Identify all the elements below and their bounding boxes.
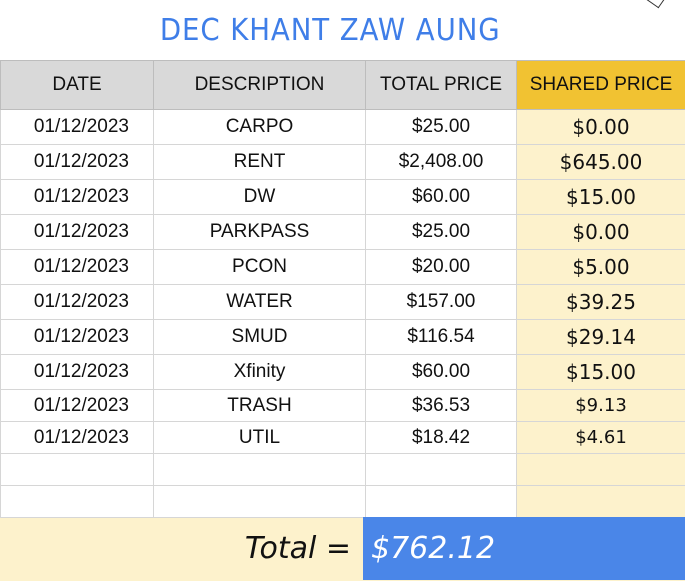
shared-price-cell[interactable]: $0.00 (517, 215, 685, 250)
empty-row (1, 486, 685, 518)
description-cell[interactable]: RENT (154, 145, 366, 180)
total-price-cell[interactable]: $25.00 (366, 215, 517, 250)
total-price-cell[interactable]: $60.00 (366, 355, 517, 390)
header-total-price[interactable]: TOTAL PRICE (366, 61, 517, 110)
total-price-cell[interactable] (366, 486, 517, 518)
date-cell[interactable]: 01/12/2023 (1, 285, 154, 320)
total-price-cell[interactable]: $116.54 (366, 320, 517, 355)
description-cell[interactable]: Xfinity (154, 355, 366, 390)
total-price-cell[interactable]: $157.00 (366, 285, 517, 320)
corner-check-icon (646, 0, 665, 8)
date-cell[interactable]: 01/12/2023 (1, 180, 154, 215)
total-price-cell[interactable]: $2,408.00 (366, 145, 517, 180)
total-price-cell[interactable]: $25.00 (366, 110, 517, 145)
header-shared-price[interactable]: SHARED PRICE (517, 61, 685, 110)
description-cell[interactable] (154, 454, 366, 486)
total-price-cell[interactable] (366, 454, 517, 486)
shared-price-cell[interactable]: $15.00 (517, 180, 685, 215)
date-cell[interactable]: 01/12/2023 (1, 145, 154, 180)
description-cell[interactable]: DW (154, 180, 366, 215)
title-row[interactable]: DEC KHANT ZAW AUNG (0, 0, 685, 61)
total-price-cell[interactable]: $18.42 (366, 422, 517, 454)
date-cell[interactable]: 01/12/2023 (1, 320, 154, 355)
shared-price-cell[interactable]: $15.00 (517, 355, 685, 390)
description-cell[interactable]: UTIL (154, 422, 366, 454)
header-row: DATE DESCRIPTION TOTAL PRICE SHARED PRIC… (1, 61, 685, 110)
description-cell[interactable]: SMUD (154, 320, 366, 355)
shared-price-cell[interactable]: $29.14 (517, 320, 685, 355)
date-cell[interactable]: 01/12/2023 (1, 390, 154, 422)
description-cell[interactable]: TRASH (154, 390, 366, 422)
total-price-cell[interactable]: $20.00 (366, 250, 517, 285)
shared-price-cell[interactable]: $39.25 (517, 285, 685, 320)
date-cell[interactable]: 01/12/2023 (1, 355, 154, 390)
date-cell[interactable]: 01/12/2023 (1, 250, 154, 285)
description-cell[interactable]: PCON (154, 250, 366, 285)
date-cell[interactable]: 01/12/2023 (1, 110, 154, 145)
description-cell[interactable] (154, 486, 366, 518)
date-cell[interactable] (1, 454, 154, 486)
description-cell[interactable]: CARPO (154, 110, 366, 145)
header-description[interactable]: DESCRIPTION (154, 61, 366, 110)
sheet-title: DEC KHANT ZAW AUNG (160, 13, 501, 48)
date-cell[interactable]: 01/12/2023 (1, 422, 154, 454)
shared-price-cell[interactable]: $5.00 (517, 250, 685, 285)
shared-price-cell[interactable]: $0.00 (517, 110, 685, 145)
total-price-cell[interactable]: $60.00 (366, 180, 517, 215)
shared-price-cell[interactable] (517, 486, 685, 518)
header-date[interactable]: DATE (1, 61, 154, 110)
total-label[interactable]: Total = (0, 517, 363, 580)
date-cell[interactable]: 01/12/2023 (1, 215, 154, 250)
expense-table: DATE DESCRIPTION TOTAL PRICE SHARED PRIC… (0, 60, 685, 518)
empty-row (1, 454, 685, 486)
total-value[interactable]: $762.12 (363, 517, 685, 580)
shared-price-cell[interactable]: $645.00 (517, 145, 685, 180)
shared-price-cell[interactable] (517, 454, 685, 486)
description-cell[interactable]: PARKPASS (154, 215, 366, 250)
total-price-cell[interactable]: $36.53 (366, 390, 517, 422)
description-cell[interactable]: WATER (154, 285, 366, 320)
shared-price-cell[interactable]: $9.13 (517, 390, 685, 422)
date-cell[interactable] (1, 486, 154, 518)
shared-price-cell[interactable]: $4.61 (517, 422, 685, 454)
